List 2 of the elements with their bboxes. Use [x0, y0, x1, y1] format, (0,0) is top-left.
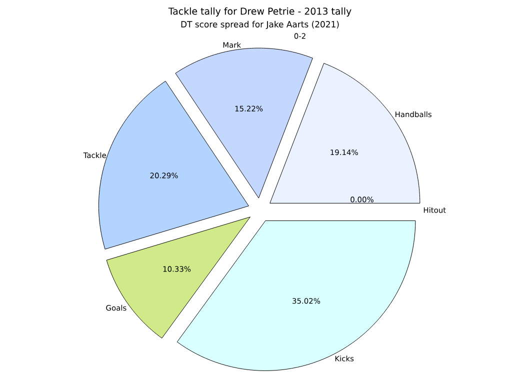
chart-subtitle: DT score spread for Jake Aarts (2021) — [181, 20, 339, 30]
chart-title: Tackle tally for Drew Petrie - 2013 tally — [168, 7, 352, 17]
